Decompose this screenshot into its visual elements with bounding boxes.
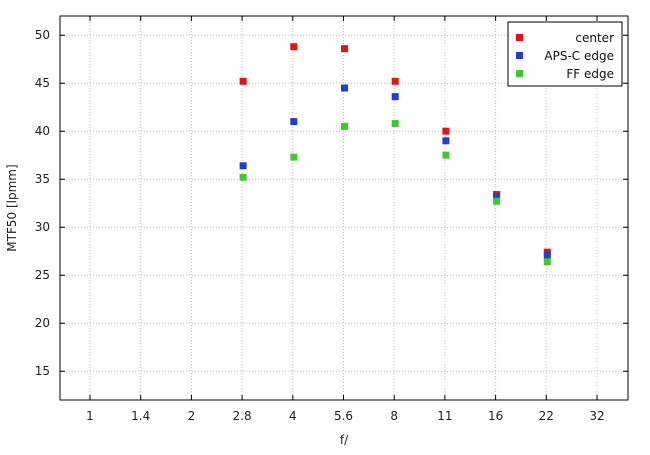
data-point — [341, 122, 348, 130]
legend-label: APS-C edge — [544, 49, 614, 63]
x-tick-label: 4 — [289, 409, 297, 423]
data-point — [493, 192, 501, 200]
axis-ticks: 1 1.4 2 2.8 4 5.6 8 11 16 22 32 15 20 25 30 35 40 45 50 — [35, 16, 628, 423]
y-tick-label: 20 — [35, 316, 50, 330]
y-tick-label: 35 — [35, 172, 50, 186]
x-tick-label: 16 — [488, 409, 503, 423]
data-point — [442, 151, 450, 159]
x-tick-label: 8 — [390, 409, 398, 423]
x-tick-label: 2.8 — [233, 409, 252, 423]
data-point — [442, 137, 450, 145]
data-point — [239, 173, 247, 181]
legend-swatch — [516, 52, 523, 59]
legend-label: center — [575, 31, 614, 45]
data-point — [239, 77, 247, 85]
series-center — [239, 43, 551, 256]
data-point — [341, 45, 348, 53]
y-tick-label: 25 — [35, 268, 50, 282]
y-tick-label: 30 — [35, 220, 50, 234]
y-tick-label: 40 — [35, 124, 50, 138]
x-tick-label: 22 — [539, 409, 554, 423]
data-point — [341, 84, 348, 92]
data-point — [391, 120, 399, 128]
legend-swatch — [516, 70, 523, 77]
data-point — [290, 118, 298, 126]
y-tick-label: 50 — [35, 28, 50, 42]
data-point — [290, 153, 298, 161]
y-axis-title: MTF50 [lpmm] — [5, 164, 19, 251]
data-point — [442, 127, 450, 135]
legend-box — [507, 21, 623, 87]
data-point — [391, 77, 399, 85]
data-point — [543, 258, 551, 266]
x-tick-label: 2 — [188, 409, 196, 423]
legend: center APS-C edge FF edge — [507, 21, 623, 87]
y-tick-label: 45 — [35, 76, 50, 90]
legend-label: FF edge — [566, 67, 614, 81]
series-aps-c-edge — [239, 84, 551, 259]
data-point — [391, 93, 399, 101]
series-ff-edge — [239, 120, 551, 266]
legend-swatch — [516, 34, 523, 41]
x-tick-label: 5.6 — [334, 409, 353, 423]
x-tick-label: 1.4 — [131, 409, 150, 423]
data-point — [543, 251, 551, 259]
y-tick-label: 15 — [35, 364, 50, 378]
data-point — [290, 43, 298, 51]
x-tick-label: 32 — [589, 409, 604, 423]
x-axis-title: f/ — [340, 433, 349, 447]
x-tick-label: 11 — [437, 409, 452, 423]
data-points — [239, 43, 551, 266]
data-point — [493, 197, 501, 205]
x-tick-label: 1 — [86, 409, 94, 423]
data-point — [239, 162, 247, 170]
